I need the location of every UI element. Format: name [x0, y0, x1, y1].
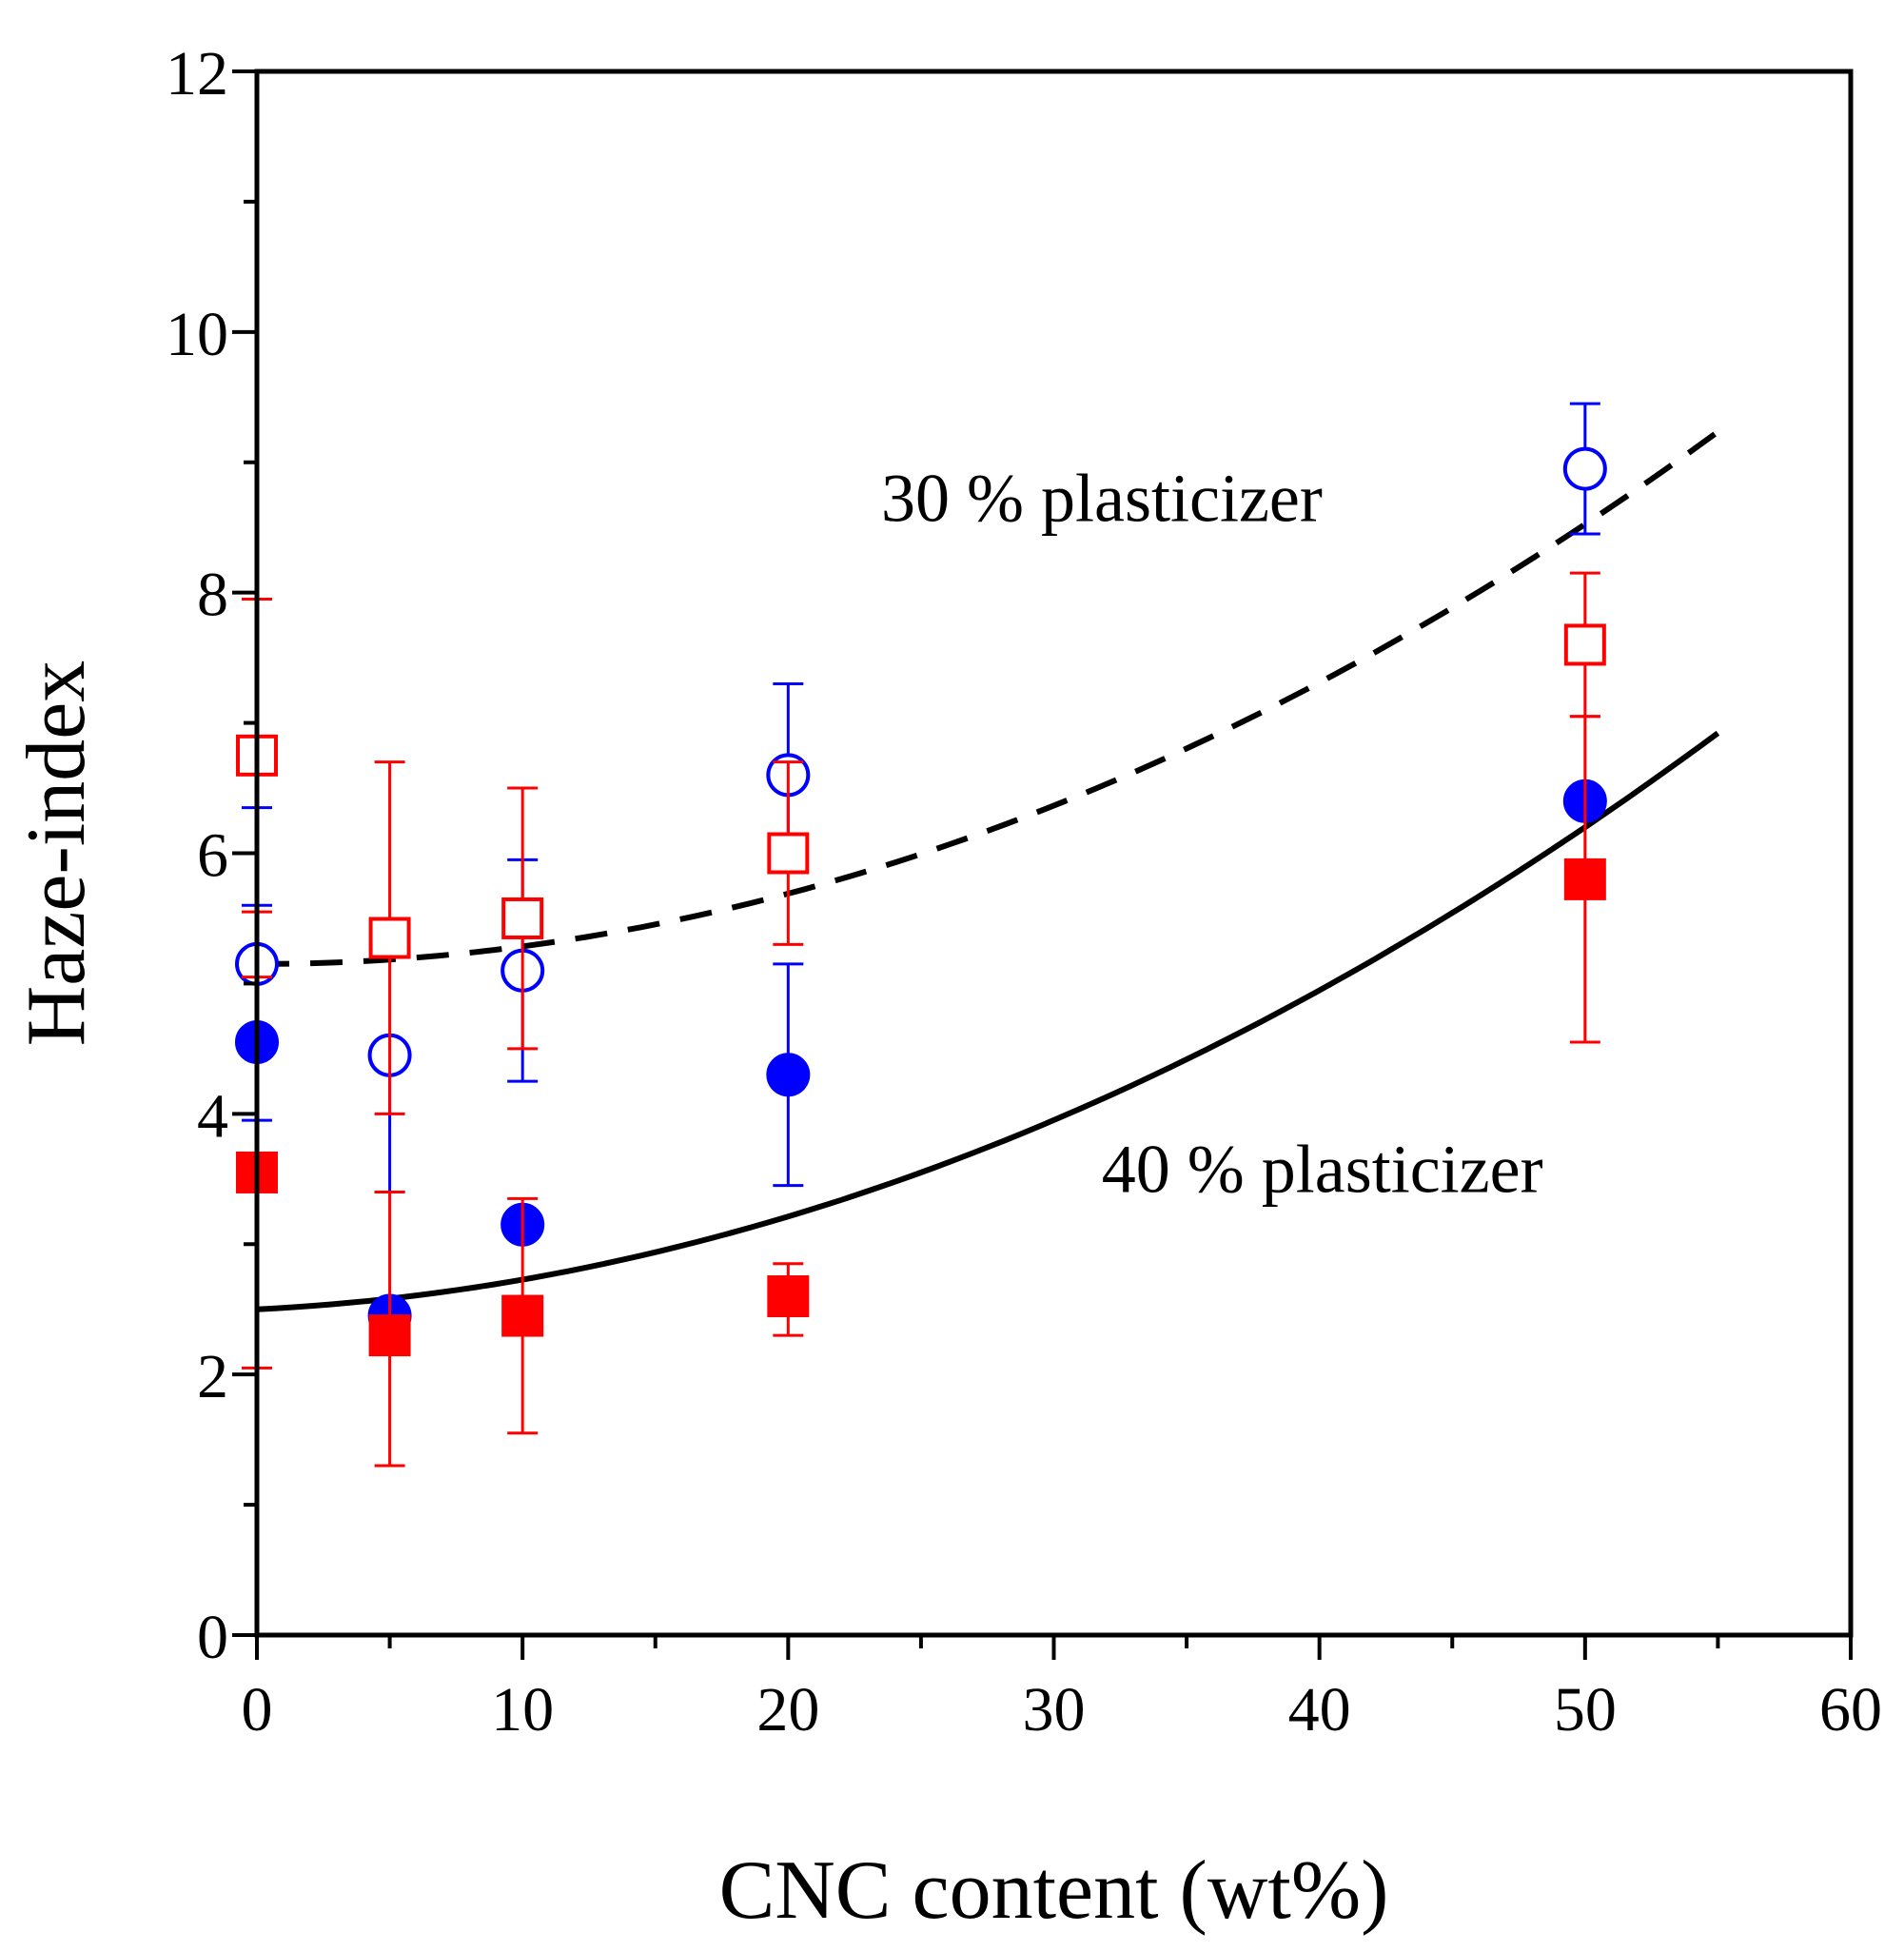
data-point-filled-square: [368, 1314, 411, 1357]
series-open-square: [236, 571, 1606, 1115]
annotation-40-plasticizer: 40 % plasticizer: [1102, 1131, 1543, 1207]
x-tick-label: 0: [242, 1675, 273, 1745]
plot-area: [235, 402, 1720, 1468]
x-tick-label: 20: [756, 1675, 819, 1745]
fit-curve-40-plasticizer: [256, 730, 1720, 1312]
annotation-30-plasticizer: 30 % plasticizer: [881, 460, 1323, 536]
y-axis-title: Haze-index: [10, 661, 103, 1047]
data-point-filled-square: [1563, 858, 1606, 900]
y-tick-label: 4: [197, 1081, 228, 1151]
data-point-open-square: [767, 832, 810, 875]
x-tick-label: 10: [491, 1675, 554, 1745]
data-point-open-square: [501, 897, 544, 939]
y-tick-label: 8: [197, 561, 228, 630]
data-point-filled-square: [501, 1294, 544, 1337]
series-filled-square: [236, 715, 1606, 1468]
x-tick-label: 40: [1288, 1675, 1351, 1745]
y-tick-label: 6: [197, 821, 228, 891]
x-tick-label: 60: [1819, 1675, 1882, 1745]
y-tick-label: 0: [197, 1603, 228, 1672]
y-tick-label: 10: [166, 300, 228, 369]
data-point-filled-square: [767, 1275, 810, 1318]
data-point-filled-circle: [766, 1053, 811, 1097]
x-tick-label: 30: [1023, 1675, 1086, 1745]
fit-curve-30-plasticizer: [256, 429, 1720, 967]
x-axis-title: CNC content (wt%): [719, 1844, 1389, 1937]
x-tick-label: 50: [1554, 1675, 1617, 1745]
data-point-open-circle: [1562, 446, 1607, 491]
data-point-open-square: [368, 917, 411, 959]
series-filled-circle: [235, 779, 1607, 1338]
plot-frame: [254, 69, 1854, 1638]
y-tick-label: 12: [166, 39, 228, 108]
y-tick-label: 2: [197, 1342, 228, 1411]
axis-ticks: 0 10 20 30 40 50 60 0 2 4 6 8 10 12: [166, 39, 1882, 1745]
data-point-open-square: [1563, 623, 1606, 666]
